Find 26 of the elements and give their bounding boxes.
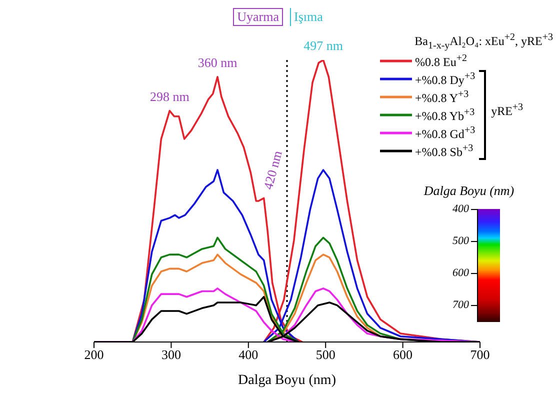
annotation: 400 [452, 202, 469, 216]
legend-label: +%0.8 Yb$^{+3}$ [415, 106, 475, 124]
annotation: 700 [452, 298, 469, 312]
annotation: 298 nm [150, 88, 190, 104]
x-tick-label: 700 [470, 347, 490, 362]
legend-label: +%0.8 Sb$^{+3}$ [415, 142, 474, 160]
legend-label: %0.8 Eu$^{+2}$ [415, 52, 467, 70]
text: yRE$^{+3}$ [491, 102, 524, 119]
annotation: 500 [452, 234, 469, 248]
legend-title: Ba$_{1-x-y}$Al₂O₄: xEu$^{+2}$, yRE$^{+3}$ [414, 32, 553, 52]
legend-label: +%0.8 Gd$^{+3}$ [415, 124, 476, 142]
annotation: 360 nm [198, 54, 238, 70]
annotation: 420 nm [260, 149, 285, 191]
x-tick-label: 500 [316, 347, 336, 362]
x-tick-label: 400 [238, 347, 258, 362]
legend-label: +%0.8 Y$^{+3}$ [415, 88, 469, 106]
annotation: 600 [452, 266, 469, 280]
x-axis-title: Dalga Boyu (nm) [238, 373, 336, 388]
x-tick-label: 600 [393, 347, 413, 362]
text: Işıma [290, 8, 326, 26]
x-tick-label: 200 [84, 347, 104, 362]
legend-label: +%0.8 Dy$^{+3}$ [415, 70, 476, 88]
annotation: Dalga Boyu (nm) [422, 183, 516, 199]
x-tick-label: 300 [161, 347, 181, 362]
annotation: 497 nm [304, 38, 343, 53]
text: Uyarma [233, 8, 283, 26]
